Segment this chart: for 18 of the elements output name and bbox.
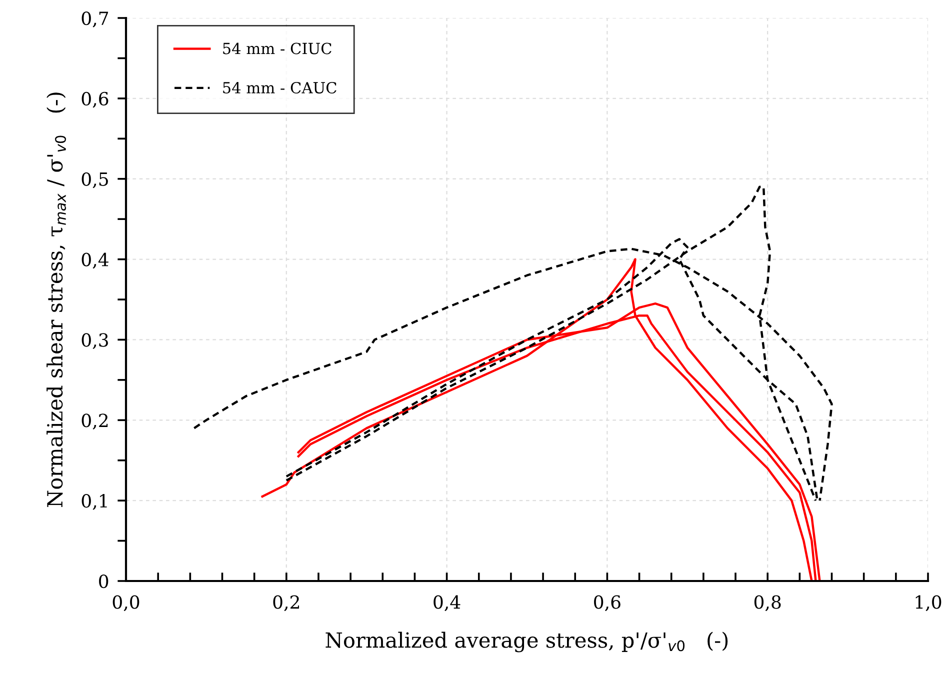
legend-label: 54 mm - CIUC: [223, 42, 332, 54]
y-tick-label: 0,3: [82, 333, 108, 350]
x-tick-label: 0,2: [273, 595, 299, 612]
x-tick-label: 0,0: [112, 595, 140, 612]
y-tick-label: 0: [99, 574, 108, 588]
text: Normalized average stress, p'/σ'$_{v0}$ (-): [326, 632, 728, 652]
x-tick-label: 1,0: [916, 595, 942, 612]
y-tick-label: 0,2: [82, 414, 108, 430]
y-tick-label: 0,7: [82, 11, 108, 28]
y-tick-label: 0,4: [82, 252, 108, 269]
x-tick-label: 0,8: [754, 595, 781, 612]
y-tick-label: 0,1: [82, 494, 107, 510]
x-tick-label: 0,4: [434, 595, 460, 612]
x-tick-label: 0,6: [594, 595, 620, 612]
legend-label: 54 mm - CAUC: [223, 82, 336, 94]
text: Normalized shear stress, τ$_{max}$ / σ'$_{v0}$ (-): [46, 92, 66, 508]
y-tick-label: 0,6: [82, 92, 108, 108]
y-tick-label: 0,5: [82, 172, 108, 188]
